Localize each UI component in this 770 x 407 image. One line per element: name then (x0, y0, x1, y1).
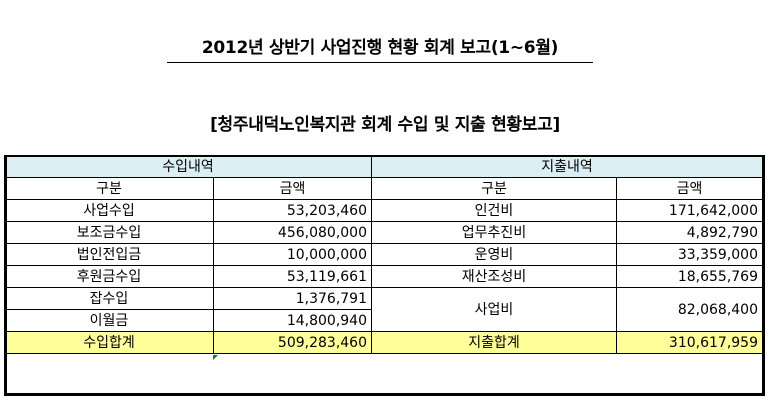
report-title: 2012년 상반기 사업진행 현황 회계 보고(1~6월) (167, 36, 593, 63)
expense-amount-cell[interactable]: 4,892,790 (616, 221, 763, 244)
income-category-cell[interactable]: 법인전입금 (4, 243, 214, 266)
expense-amount-cell[interactable]: 18,655,769 (616, 265, 763, 288)
expense-category-cell[interactable]: 인건비 (371, 199, 617, 222)
income-category-cell[interactable]: 사업수입 (4, 199, 214, 222)
total-row: 수입합계 509,283,460 지출합계 310,617,959 (4, 331, 763, 354)
expense-category-cell[interactable]: 사업비 (371, 287, 617, 332)
expense-amount-cell[interactable]: 82,068,400 (616, 287, 763, 332)
income-amount-cell[interactable]: 14,800,940 (213, 309, 372, 332)
table-row: 법인전입금 10,000,000 운영비 33,359,000 (4, 243, 763, 266)
income-expense-table: 수입내역 지출내역 구분 금액 구분 금액 사업수입 53,203,460 인건… (4, 155, 763, 354)
income-amount-cell[interactable]: 1,376,791 (213, 287, 372, 310)
income-amount-cell[interactable]: 53,203,460 (213, 199, 372, 222)
expense-category-header[interactable]: 구분 (371, 177, 617, 200)
expense-amount-cell[interactable]: 171,642,000 (616, 199, 763, 222)
formula-indicator-icon (213, 355, 218, 360)
expense-category-cell[interactable]: 재산조성비 (371, 265, 617, 288)
income-amount-cell[interactable]: 53,119,661 (213, 265, 372, 288)
expense-category-cell[interactable]: 업무추진비 (371, 221, 617, 244)
table-row: 후원금수입 53,119,661 재산조성비 18,655,769 (4, 265, 763, 288)
table-row: 보조금수입 456,080,000 업무추진비 4,892,790 (4, 221, 763, 244)
income-category-cell[interactable]: 이월금 (4, 309, 214, 332)
expense-section-header[interactable]: 지출내역 (371, 155, 763, 178)
income-category-header[interactable]: 구분 (4, 177, 214, 200)
section-header-row: 수입내역 지출내역 (4, 155, 763, 178)
income-section-header[interactable]: 수입내역 (4, 155, 372, 178)
income-category-cell[interactable]: 잡수입 (4, 287, 214, 310)
income-category-cell[interactable]: 후원금수입 (4, 265, 214, 288)
income-total-amount[interactable]: 509,283,460 (213, 331, 372, 354)
income-amount-cell[interactable]: 456,080,000 (213, 221, 372, 244)
expense-total-label[interactable]: 지출합계 (371, 331, 617, 354)
income-total-label[interactable]: 수입합계 (4, 331, 214, 354)
expense-amount-header[interactable]: 금액 (616, 177, 763, 200)
table-row: 사업수입 53,203,460 인건비 171,642,000 (4, 199, 763, 222)
income-amount-cell[interactable]: 10,000,000 (213, 243, 372, 266)
income-amount-header[interactable]: 금액 (213, 177, 372, 200)
income-category-cell[interactable]: 보조금수입 (4, 221, 214, 244)
expense-category-cell[interactable]: 운영비 (371, 243, 617, 266)
expense-total-amount[interactable]: 310,617,959 (616, 331, 763, 354)
column-header-row: 구분 금액 구분 금액 (4, 177, 763, 200)
report-subtitle: [청주내덕노인복지관 회계 수입 및 지출 현황보고] (210, 115, 560, 135)
table-row: 잡수입 1,376,791 사업비 82,068,400 (4, 287, 763, 332)
expense-amount-cell[interactable]: 33,359,000 (616, 243, 763, 266)
